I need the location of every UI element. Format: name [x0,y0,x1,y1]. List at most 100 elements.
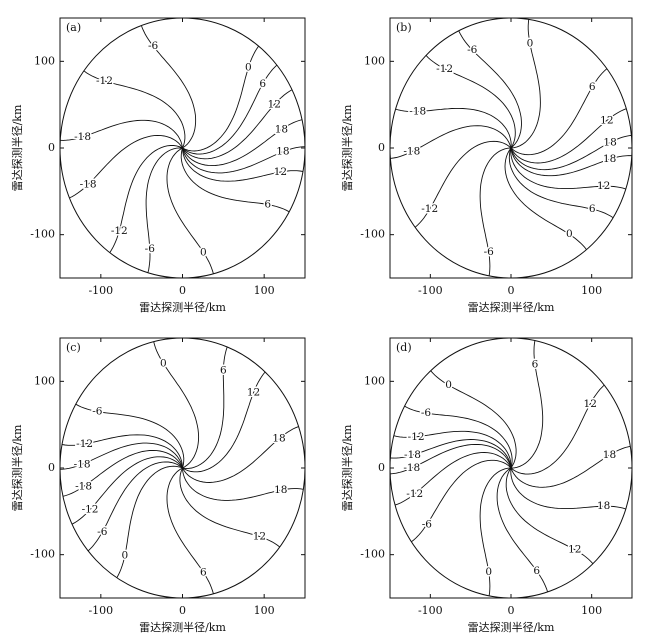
x-axis-label: 雷达探测半径/km [139,300,226,314]
contour-label: 18 [603,136,616,148]
contour-line [390,125,512,159]
x-tick-label: 100 [254,284,275,297]
contour-line [83,70,186,149]
contour-label: -18 [75,481,92,493]
contour-label: 12 [268,99,281,111]
contour-label: -6 [467,44,478,56]
y-tick-label: 100 [364,374,385,387]
contour-label: -6 [422,518,433,530]
contour-line [182,467,304,501]
contour-label: 12 [568,544,581,556]
x-axis-label: 雷达探测半径/km [468,620,555,634]
contour-label: 0 [445,379,452,391]
contour-label: 12 [597,180,610,192]
contour-line [180,147,290,213]
contour-label: 6 [220,365,227,377]
contour-line [390,439,512,469]
contour-label: 12 [253,531,266,543]
panel-tag: (b) [396,21,412,34]
radar-boundary [59,17,306,279]
x-tick-label: -100 [418,604,443,617]
x-tick-label: -100 [418,284,443,297]
contour-label: -12 [111,225,128,237]
contour-line [61,434,183,469]
contour-label: 18 [603,153,616,165]
contour-line [75,403,185,469]
contour-label: -18 [404,449,421,461]
contour-label: -18 [74,458,91,470]
x-tick-label: 0 [508,284,515,297]
contour-line [182,146,306,174]
contour-line [182,147,304,182]
contour-label: -18 [409,106,426,118]
contour-label: 0 [527,37,534,49]
contour-line [182,119,303,167]
contour-label: 18 [272,433,285,445]
contour-label: 6 [589,81,596,93]
y-axis-label: 雷达探测半径/km [340,424,354,511]
contour-label: -12 [436,63,453,75]
x-tick-label: 0 [179,604,186,617]
contour-label: -18 [80,178,97,190]
contour-line [109,145,183,253]
contour-line [510,445,631,488]
contour-label: 0 [122,549,129,561]
contour-label: -6 [92,406,103,418]
panel-tag: (a) [66,21,81,34]
contour-label: -6 [484,246,495,258]
contour-label: 6 [533,565,540,577]
contour-line [182,89,293,160]
contour-label: 12 [247,387,260,399]
contour-line [510,384,605,475]
y-tick-label: -100 [30,228,55,241]
contour-line [182,371,266,473]
contour-line [496,467,549,593]
contour-line [87,461,183,552]
contour-label: -6 [145,243,156,255]
y-tick-label: -100 [30,548,55,561]
x-tick-label: 100 [581,604,602,617]
x-tick-label: -100 [88,604,113,617]
contour-line [510,68,608,156]
contour-line [395,107,512,149]
radar-boundary [389,17,633,279]
y-tick-label: 0 [378,461,385,474]
contour-line [182,426,299,483]
contour-label: -18 [403,462,420,474]
x-tick-label: 0 [179,284,186,297]
contour-line [182,346,228,469]
contour-line [479,467,512,596]
contour-line [510,147,626,190]
contour-line [404,405,513,469]
contour-line [479,147,512,276]
contour-label: -6 [148,40,159,52]
y-tick-label: -100 [360,548,385,561]
contour-label: 12 [274,166,287,178]
contour-label: -12 [82,504,99,516]
contour-line [425,55,516,149]
contour-label: -6 [97,526,108,538]
contour-label: -6 [421,407,432,419]
panel-tag: (c) [66,341,81,354]
contour-label: -18 [74,131,91,143]
x-axis-label: 雷达探测半径/km [139,620,226,634]
contour-line [140,25,197,149]
contour-line [430,370,517,469]
y-tick-label: 100 [34,54,55,67]
contour-label: 0 [160,357,167,369]
radar-boundary [59,337,306,599]
y-tick-label: 0 [378,141,385,154]
contour-label: 0 [245,62,252,74]
y-tick-label: -100 [360,228,385,241]
contour-label: 18 [275,123,288,135]
x-tick-label: 0 [508,604,515,617]
contour-line [59,442,183,470]
contour-label: 12 [584,398,597,410]
contour-line [510,340,544,469]
radar-boundary [389,337,633,599]
contour-line [458,30,522,149]
contour-line [60,119,183,149]
contour-line [179,467,281,548]
contour-line [414,140,512,228]
